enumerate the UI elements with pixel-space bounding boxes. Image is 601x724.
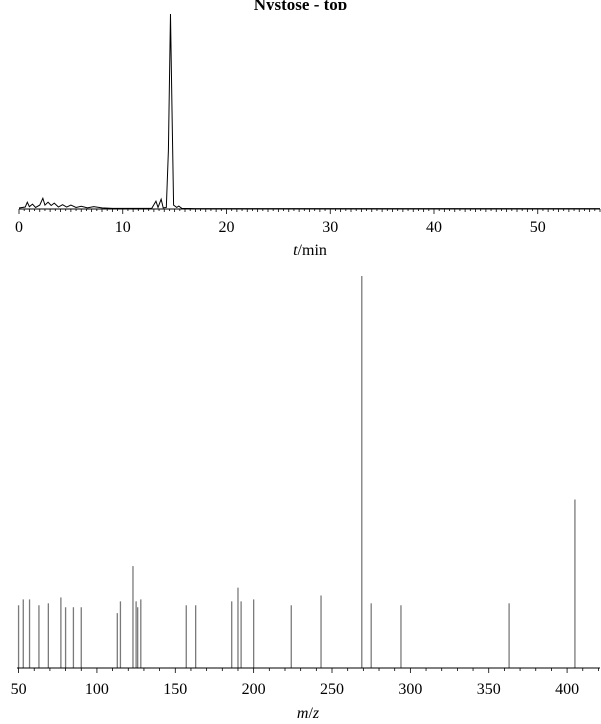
x-tick-label: 10 <box>115 219 131 236</box>
chromatogram-trace <box>18 13 600 210</box>
x-tick-label: 200 <box>242 681 266 698</box>
x-tick-label: 150 <box>163 681 187 698</box>
x-tick-label: 250 <box>320 681 344 698</box>
x-axis-label: t/min <box>293 242 327 259</box>
chart-title: Nystose - top <box>253 0 348 10</box>
x-tick-label: 50 <box>11 681 27 698</box>
x-axis-label: m/z <box>297 705 320 722</box>
x-tick-label: 100 <box>85 681 109 698</box>
x-tick-label: 350 <box>477 681 501 698</box>
x-tick-label: 400 <box>555 681 579 698</box>
x-tick-label: 300 <box>398 681 422 698</box>
mass-spectrum: 50 100 150 200 250 300 350 400 m/z <box>11 276 600 722</box>
x-tick-label: 50 <box>530 219 546 236</box>
x-tick-label: 40 <box>426 219 442 236</box>
x-tick-label: 0 <box>15 219 23 236</box>
x-tick-label: 20 <box>219 219 235 236</box>
chromatogram: 0 10 20 30 40 50 t/min <box>15 13 601 259</box>
x-tick-label: 30 <box>322 219 338 236</box>
